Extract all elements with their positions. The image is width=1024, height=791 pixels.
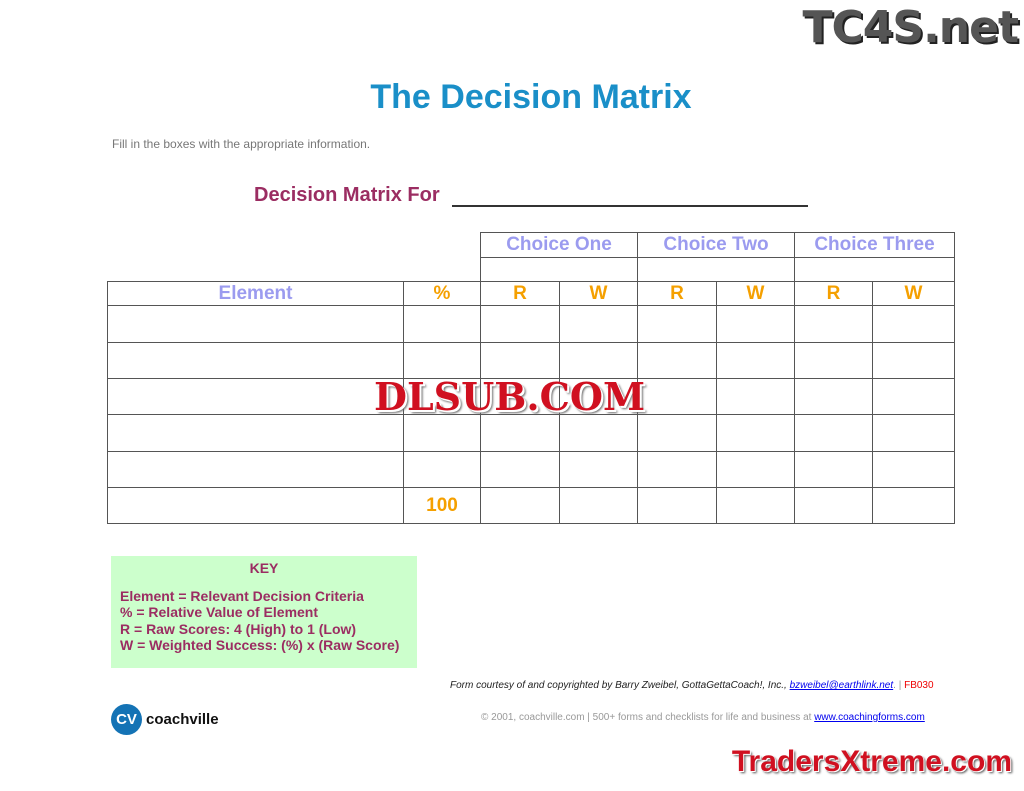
matrix-for-label: Decision Matrix For [254, 184, 440, 206]
choice-header: Choice One [480, 232, 638, 258]
matrix-cell[interactable] [637, 342, 717, 379]
watermark-tradersxtreme: TradersXtreme.com [731, 745, 1012, 778]
matrix-cell[interactable] [716, 378, 795, 415]
key-title: KEY [249, 560, 279, 576]
total-percent: 100 [403, 487, 481, 524]
choice-name-field[interactable] [637, 257, 795, 282]
matrix-cell[interactable] [716, 451, 795, 488]
matrix-cell[interactable] [107, 487, 404, 524]
matrix-cell[interactable] [637, 378, 717, 415]
copyright-line: © 2001, coachville.com | 500+ forms and … [481, 712, 925, 723]
matrix-for-field[interactable] [452, 205, 808, 207]
watermark-tc4s: TC4S.net [802, 2, 1019, 53]
matrix-cell[interactable] [872, 487, 955, 524]
w-header: W [716, 281, 795, 306]
matrix-cell[interactable] [716, 305, 795, 343]
key-line: Element = Relevant Decision Criteria [120, 587, 364, 604]
matrix-cell[interactable] [480, 487, 560, 524]
matrix-cell[interactable] [794, 414, 873, 452]
key-line: R = Raw Scores: 4 (High) to 1 (Low) [120, 620, 357, 637]
copyright-text: © 2001, coachville.com | 500+ forms and … [481, 712, 815, 723]
matrix-cell[interactable] [872, 414, 955, 452]
site-link[interactable]: www.coachingforms.com [814, 712, 925, 723]
matrix-cell[interactable] [480, 305, 560, 343]
key-line: W = Weighted Success: (%) x (Raw Score) [120, 637, 400, 653]
matrix-cell[interactable] [637, 414, 717, 452]
code-sep: . | [893, 680, 905, 691]
matrix-cell[interactable] [107, 342, 404, 379]
matrix-cell[interactable] [480, 414, 560, 452]
watermark-dlsub: DLSUB.COM [374, 374, 646, 419]
key-line: % = Relative Value of Element [120, 604, 319, 620]
choice-header: Choice Three [794, 232, 955, 258]
matrix-cell[interactable] [480, 451, 560, 488]
matrix-cell[interactable] [872, 378, 955, 415]
matrix-cell[interactable] [559, 451, 638, 488]
coachville-logo: CV coachville [111, 704, 219, 735]
matrix-cell[interactable] [872, 305, 955, 343]
matrix-cell[interactable] [794, 487, 873, 524]
matrix-cell[interactable] [403, 414, 481, 452]
key-box: KEY Element = Relevant Decision Criteria… [111, 556, 417, 668]
email-link[interactable]: bzweibel@earthlink.net [789, 680, 894, 691]
matrix-cell[interactable] [637, 487, 717, 524]
logo-name: coachville [146, 711, 219, 728]
instructions: Fill in the boxes with the appropriate i… [112, 137, 371, 151]
r-header: R [637, 281, 717, 306]
r-header: R [794, 281, 873, 306]
matrix-cell[interactable] [403, 305, 481, 343]
percent-header: % [403, 281, 481, 306]
w-header: W [559, 281, 638, 306]
choice-name-field[interactable] [480, 257, 638, 282]
matrix-cell[interactable] [559, 305, 638, 343]
cv-logo-mark: CV [111, 704, 142, 735]
form-code: FB030 [904, 680, 934, 691]
matrix-cell[interactable] [637, 451, 717, 488]
matrix-cell[interactable] [872, 451, 955, 488]
matrix-cell[interactable] [872, 342, 955, 379]
matrix-cell[interactable] [794, 378, 873, 415]
matrix-cell[interactable] [107, 414, 404, 452]
matrix-cell[interactable] [107, 305, 404, 343]
matrix-cell[interactable] [716, 342, 795, 379]
matrix-cell[interactable] [716, 414, 795, 452]
w-header: W [872, 281, 955, 306]
matrix-cell[interactable] [716, 487, 795, 524]
matrix-cell[interactable] [107, 451, 404, 488]
matrix-cell[interactable] [559, 487, 638, 524]
credit-line: Form courtesy of and copyrighted by Barr… [450, 680, 934, 691]
element-header: Element [107, 281, 404, 306]
matrix-cell[interactable] [637, 305, 717, 343]
choice-name-field[interactable] [794, 257, 955, 282]
page-title: The Decision Matrix [370, 78, 692, 116]
matrix-cell[interactable] [107, 378, 404, 415]
matrix-cell[interactable] [794, 305, 873, 343]
choice-header: Choice Two [637, 232, 795, 258]
credit-text: Form courtesy of and copyrighted by Barr… [450, 680, 790, 691]
r-header: R [480, 281, 560, 306]
matrix-cell[interactable] [794, 451, 873, 488]
matrix-cell[interactable] [794, 342, 873, 379]
matrix-cell[interactable] [559, 414, 638, 452]
matrix-cell[interactable] [403, 451, 481, 488]
